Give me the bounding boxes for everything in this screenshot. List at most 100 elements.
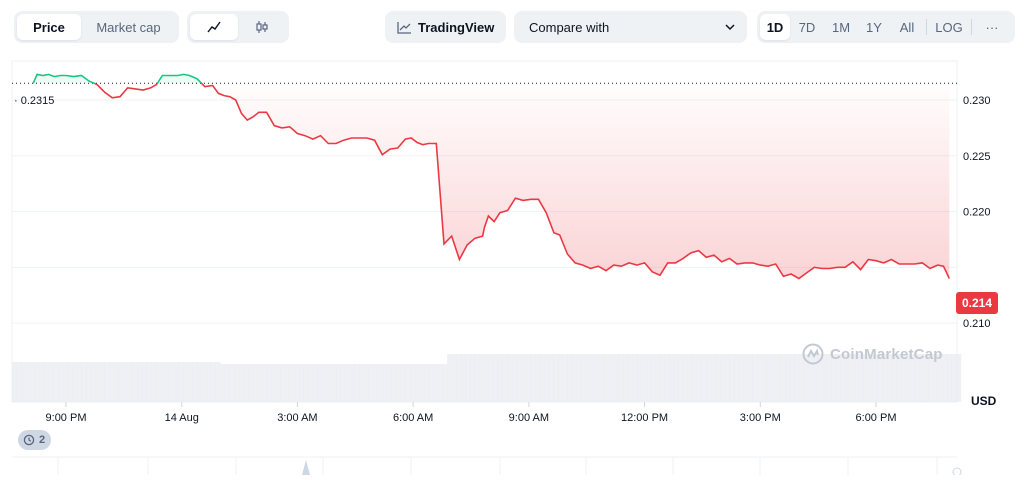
- range-navigator[interactable]: [12, 456, 962, 477]
- y-tick-label: 0.230: [963, 95, 991, 107]
- volume-bar: [391, 364, 397, 402]
- range-1y[interactable]: 1Y: [866, 19, 882, 35]
- volume-bar: [303, 364, 309, 402]
- volume-bar: [789, 354, 795, 402]
- volume-bar: [187, 362, 193, 402]
- price-point: [380, 153, 384, 157]
- price-point: [596, 264, 600, 268]
- volume-bar: [942, 354, 948, 402]
- volume-bar: [655, 354, 661, 402]
- price-point: [421, 143, 425, 147]
- volume-bar: [826, 354, 832, 402]
- price-point: [349, 136, 353, 140]
- volume-bar: [405, 364, 411, 402]
- tab-market-cap[interactable]: Market cap: [96, 19, 161, 35]
- price-point: [47, 72, 51, 76]
- volume-bar: [220, 364, 226, 402]
- price-point: [743, 261, 747, 265]
- price-point: [303, 134, 307, 138]
- log-scale-toggle[interactable]: LOG: [935, 19, 963, 35]
- y-tick-label: 0.225: [963, 151, 991, 163]
- volume-bar: [562, 354, 568, 402]
- volume-bar: [377, 364, 383, 402]
- price-point: [334, 142, 338, 146]
- candlestick-button[interactable]: [238, 14, 286, 40]
- price-point: [552, 231, 556, 235]
- price-point: [673, 261, 677, 265]
- x-tick-label: 3:00 AM: [277, 412, 317, 424]
- volume-bar: [923, 354, 929, 402]
- volume-bar: [622, 354, 628, 402]
- volume-bar: [877, 354, 883, 402]
- volume-bar: [488, 354, 494, 402]
- volume-bar: [252, 364, 258, 402]
- price-point: [529, 197, 533, 201]
- volume-bar: [76, 362, 82, 402]
- volume-bar: [400, 364, 406, 402]
- price-point: [882, 261, 886, 265]
- volume-bar: [822, 354, 827, 402]
- range-1m[interactable]: 1M: [831, 19, 851, 35]
- volume-bar: [715, 354, 721, 402]
- price-point: [789, 272, 793, 276]
- price-point: [697, 249, 701, 253]
- range-all[interactable]: All: [899, 19, 915, 35]
- volume-bar: [766, 354, 772, 402]
- price-point: [295, 132, 299, 136]
- tab-price[interactable]: Price: [17, 14, 81, 40]
- price-point: [118, 95, 122, 99]
- volume-bar: [266, 364, 272, 402]
- volume-bar: [340, 364, 346, 402]
- range-7d[interactable]: 7D: [798, 19, 816, 35]
- volume-bar: [627, 354, 633, 402]
- coinmarketcap-watermark: CoinMarketCap: [802, 343, 943, 365]
- volume-bar: [336, 364, 341, 402]
- events-count: 2: [39, 434, 46, 446]
- volume-bar: [609, 354, 615, 402]
- volume-bar: [456, 354, 462, 402]
- volume-bar: [780, 354, 786, 402]
- volume-bar: [595, 354, 601, 402]
- price-point: [257, 110, 261, 114]
- x-tick-label: 9:00 AM: [509, 412, 549, 424]
- volume-bar: [62, 362, 68, 402]
- price-point: [357, 136, 361, 140]
- volume-bar: [21, 362, 27, 402]
- price-point: [643, 261, 647, 265]
- compare-with-select[interactable]: Compare with: [514, 11, 747, 43]
- tradingview-button[interactable]: TradingView: [385, 11, 506, 43]
- volume-bar: [835, 354, 841, 402]
- line-chart-button[interactable]: [190, 14, 238, 40]
- volume-bar: [757, 354, 763, 402]
- events-badge[interactable]: 2: [18, 430, 52, 450]
- volume-bar: [104, 362, 110, 402]
- volume-bar: [896, 354, 902, 402]
- volume-bar: [49, 362, 55, 402]
- price-point: [228, 95, 232, 99]
- price-point: [72, 75, 76, 79]
- volume-bar: [164, 362, 170, 402]
- volume-bar: [511, 354, 517, 402]
- volume-bar: [946, 354, 952, 402]
- price-point: [874, 259, 878, 263]
- price-point: [110, 96, 114, 100]
- volume-bar: [956, 354, 962, 402]
- more-options-button[interactable]: ···: [985, 19, 999, 35]
- price-point: [483, 225, 487, 229]
- price-point: [211, 84, 215, 88]
- volume-bar: [423, 364, 429, 402]
- volume-bar: [99, 362, 105, 402]
- volume-bar: [410, 364, 416, 402]
- volume-bars: [12, 354, 962, 402]
- volume-bar: [919, 354, 925, 402]
- volume-bar: [905, 354, 911, 402]
- volume-bar: [683, 354, 689, 402]
- range-1d[interactable]: 1D: [760, 14, 790, 40]
- volume-bar: [280, 364, 286, 402]
- volume-bar: [678, 354, 684, 402]
- currency-label: USD: [971, 394, 997, 408]
- volume-bar: [53, 362, 59, 402]
- volume-bar: [308, 364, 314, 402]
- price-point: [486, 214, 490, 218]
- volume-bar: [248, 364, 254, 402]
